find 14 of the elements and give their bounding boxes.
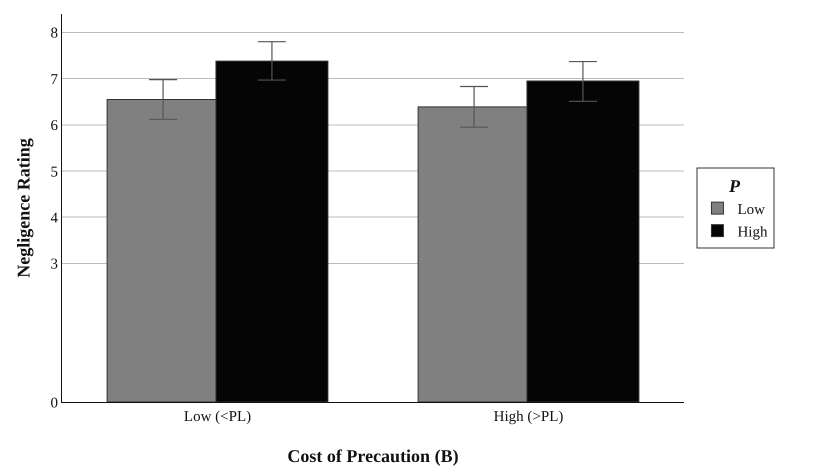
legend-title: P [728,176,741,196]
y-tick-label: 4 [50,210,58,226]
x-tick-label: High (>PL) [494,409,564,425]
legend-label: Low [737,202,766,218]
y-tick-label: 3 [50,256,58,273]
x-axis-title: Cost of Precaution (B) [287,446,459,466]
legend-label: High [737,224,768,240]
y-tick-label: 8 [50,26,58,42]
y-tick-label: 5 [50,164,58,180]
y-axis-title: Negligence Rating [14,138,34,278]
y-tick-label: 6 [50,118,58,134]
y-tick-label: 0 [50,395,58,412]
y-tick-label: 7 [50,72,58,88]
x-tick-label: Low (<PL) [184,409,252,425]
